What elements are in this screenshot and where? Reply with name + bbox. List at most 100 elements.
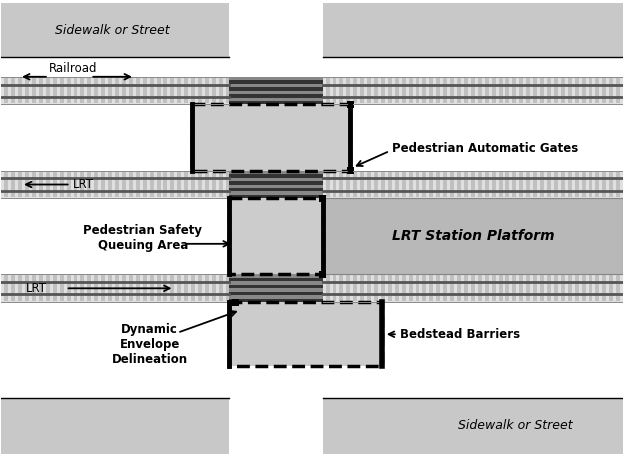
Bar: [25, 276, 29, 301]
Bar: [464, 276, 468, 301]
Bar: [575, 172, 579, 197]
Bar: [616, 276, 620, 301]
Bar: [122, 78, 126, 103]
Bar: [191, 78, 195, 103]
Bar: [575, 78, 579, 103]
Bar: [464, 172, 468, 197]
Bar: [157, 172, 160, 197]
Bar: [437, 78, 440, 103]
Bar: [18, 172, 22, 197]
Bar: [416, 276, 420, 301]
Bar: [229, 90, 323, 94]
Bar: [205, 276, 209, 301]
Bar: [596, 78, 599, 103]
Bar: [101, 172, 105, 197]
Bar: [360, 276, 364, 301]
Bar: [170, 78, 174, 103]
Bar: [533, 78, 537, 103]
Bar: [353, 78, 357, 103]
Bar: [74, 276, 77, 301]
Bar: [87, 276, 91, 301]
Bar: [430, 276, 433, 301]
Bar: [513, 172, 516, 197]
Bar: [11, 78, 15, 103]
Bar: [506, 276, 509, 301]
Bar: [74, 172, 77, 197]
Bar: [39, 172, 43, 197]
Bar: [589, 78, 593, 103]
Bar: [177, 276, 181, 301]
Bar: [164, 172, 167, 197]
Bar: [39, 78, 43, 103]
Bar: [443, 276, 447, 301]
Bar: [478, 78, 482, 103]
Bar: [184, 172, 188, 197]
Bar: [164, 276, 167, 301]
Bar: [229, 178, 323, 181]
Bar: [506, 78, 509, 103]
Bar: [360, 172, 364, 197]
Bar: [53, 172, 57, 197]
Bar: [333, 172, 337, 197]
Bar: [471, 78, 475, 103]
Bar: [526, 78, 530, 103]
Bar: [333, 78, 337, 103]
Bar: [177, 172, 181, 197]
Bar: [416, 78, 420, 103]
Bar: [395, 172, 399, 197]
Bar: [492, 78, 496, 103]
Bar: [547, 276, 551, 301]
Bar: [1, 398, 623, 454]
Bar: [198, 276, 202, 301]
Bar: [219, 172, 223, 197]
Bar: [46, 78, 50, 103]
Bar: [402, 172, 406, 197]
Bar: [129, 276, 133, 301]
Bar: [485, 172, 489, 197]
Bar: [115, 172, 119, 197]
Bar: [326, 78, 330, 103]
Bar: [485, 276, 489, 301]
Bar: [157, 78, 160, 103]
Bar: [381, 78, 385, 103]
Bar: [170, 172, 174, 197]
Bar: [575, 276, 579, 301]
Bar: [430, 172, 433, 197]
Bar: [533, 276, 537, 301]
Bar: [610, 276, 613, 301]
Bar: [226, 78, 230, 103]
Bar: [589, 276, 593, 301]
Bar: [582, 276, 586, 301]
Bar: [353, 276, 357, 301]
Bar: [74, 78, 77, 103]
Bar: [340, 78, 343, 103]
Bar: [150, 172, 153, 197]
Bar: [430, 78, 433, 103]
Bar: [46, 172, 50, 197]
Bar: [506, 172, 509, 197]
Bar: [94, 276, 98, 301]
Bar: [198, 78, 202, 103]
Bar: [520, 78, 523, 103]
Bar: [323, 198, 623, 275]
Bar: [53, 78, 57, 103]
Bar: [192, 105, 350, 170]
Bar: [18, 78, 22, 103]
Bar: [353, 172, 357, 197]
Bar: [4, 78, 8, 103]
Bar: [32, 78, 36, 103]
Bar: [540, 78, 544, 103]
Bar: [596, 276, 599, 301]
Bar: [499, 78, 503, 103]
Bar: [229, 97, 323, 101]
Bar: [561, 276, 565, 301]
Bar: [533, 172, 537, 197]
Bar: [143, 172, 147, 197]
Bar: [395, 276, 399, 301]
Bar: [513, 276, 516, 301]
Bar: [520, 172, 523, 197]
Text: LRT: LRT: [72, 178, 94, 191]
Bar: [87, 172, 91, 197]
Bar: [226, 276, 230, 301]
Bar: [229, 398, 323, 454]
